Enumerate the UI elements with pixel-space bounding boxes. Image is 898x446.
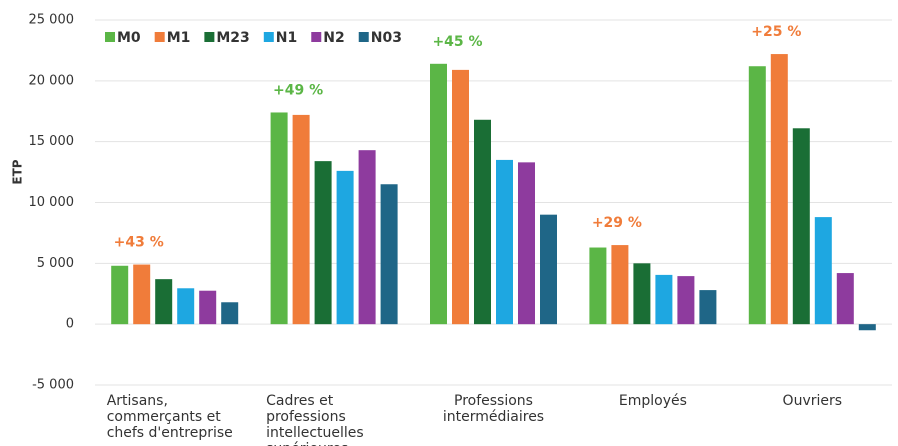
bar <box>177 288 195 325</box>
legend-label: M1 <box>167 30 191 46</box>
bar <box>836 273 854 325</box>
legend-swatch <box>154 32 165 42</box>
annotation: +25 % <box>751 24 801 40</box>
y-tick-label: 15 000 <box>29 134 75 149</box>
bar <box>111 265 129 325</box>
y-tick-label: -5 000 <box>32 378 74 393</box>
bar <box>699 290 717 325</box>
y-tick-label: 25 000 <box>29 13 75 28</box>
legend-label: M23 <box>216 30 249 46</box>
bar <box>518 162 535 325</box>
x-tick-label: Employés <box>618 393 687 409</box>
legend-swatch <box>311 32 322 42</box>
bar <box>358 150 376 325</box>
annotation: +49 % <box>273 82 323 98</box>
bar <box>540 214 557 325</box>
bar <box>655 274 673 325</box>
bar <box>199 290 217 325</box>
bar <box>270 112 288 325</box>
legend-label: N03 <box>371 30 402 46</box>
bar <box>380 184 398 325</box>
y-tick-label: 20 000 <box>29 73 75 88</box>
legend-swatch <box>105 32 115 42</box>
bar <box>748 66 766 325</box>
x-tick-label: Cadres et professions intellectuelles su… <box>266 393 364 446</box>
annotation: +45 % <box>432 34 482 50</box>
bar <box>814 217 832 325</box>
x-tick-label: Ouvriers <box>782 393 843 409</box>
bar <box>430 63 447 325</box>
y-tick-label: 10 000 <box>29 195 75 210</box>
bar <box>858 324 876 331</box>
bar <box>611 245 629 325</box>
legend-label: N1 <box>276 30 297 46</box>
legend-label: M0 <box>117 30 141 46</box>
bar <box>336 170 354 325</box>
bar <box>589 247 607 325</box>
y-tick-label: 0 <box>66 317 74 332</box>
y-tick-label: 5 000 <box>37 256 74 271</box>
x-tick-label: Professions intermédiaires <box>442 393 545 425</box>
bar <box>677 276 695 325</box>
bar <box>452 69 469 325</box>
bar <box>633 263 651 325</box>
bar <box>792 128 810 325</box>
y-axis-label: ETP <box>11 159 25 184</box>
bar <box>292 114 310 325</box>
bar <box>314 161 332 325</box>
bar <box>770 54 788 325</box>
bar <box>474 119 491 325</box>
legend-label: N2 <box>323 30 344 46</box>
annotation: +43 % <box>114 235 164 251</box>
x-tick-label: Artisans, commerçants et chefs d'entrepr… <box>106 393 233 441</box>
bar <box>133 264 151 325</box>
bar <box>496 159 513 325</box>
legend-swatch <box>358 32 369 42</box>
bar <box>221 302 239 325</box>
legend-swatch <box>263 32 274 42</box>
annotation: +29 % <box>592 215 642 231</box>
legend-swatch <box>204 32 215 42</box>
bar <box>155 279 173 325</box>
